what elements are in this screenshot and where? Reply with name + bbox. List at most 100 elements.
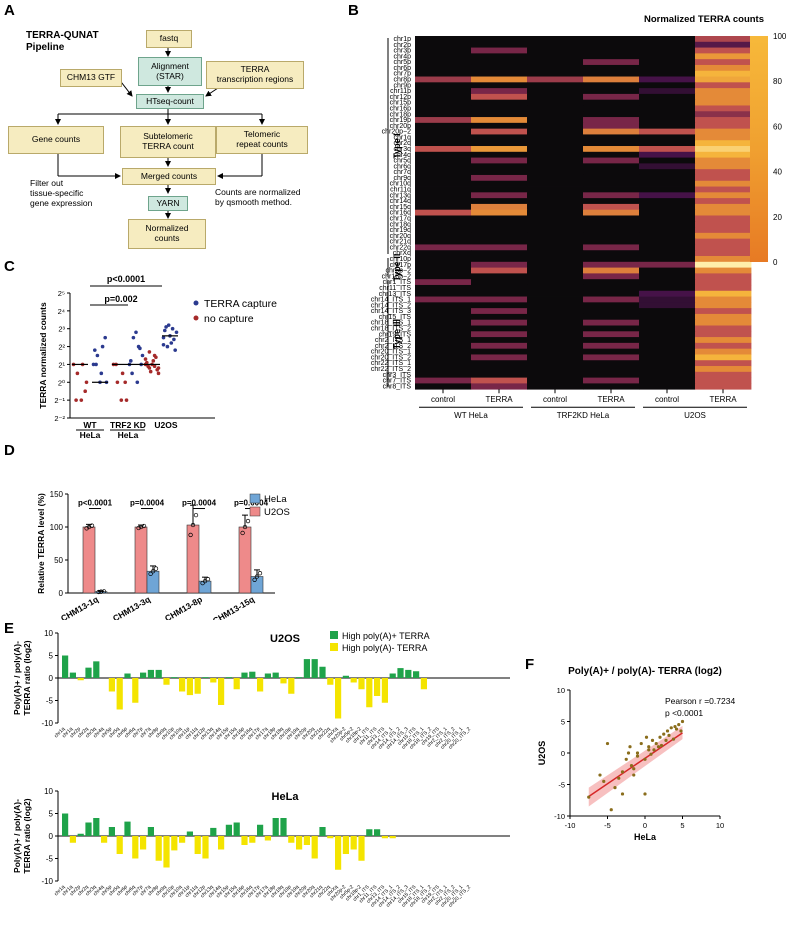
- heatmap-cell: [695, 256, 752, 263]
- e-bar-hela: [296, 836, 303, 850]
- heatmap-cell: [527, 64, 584, 72]
- heatmap-cell: [415, 192, 472, 199]
- heatmap-cell: [527, 308, 584, 315]
- heatmap-cell: [583, 360, 640, 367]
- heatmap-cell: [527, 256, 584, 263]
- heatmap-cell: [583, 174, 640, 182]
- e-bar-u2os: [389, 673, 396, 678]
- c-data-point: [95, 353, 100, 358]
- f-data-point: [628, 745, 632, 749]
- heatmap-cell: [639, 128, 696, 135]
- e-bar-hela: [303, 836, 310, 845]
- c-data-point: [151, 359, 156, 363]
- heatmap-cell: [527, 354, 584, 361]
- heatmap-cell: [527, 140, 584, 147]
- heatmap-cell: [527, 284, 584, 292]
- c-sig-label: p<0.0001: [107, 274, 145, 284]
- heatmap-row-label: chr19_ITS: [379, 331, 412, 338]
- e-bar-u2os: [225, 677, 232, 678]
- heatmap-cell: [695, 174, 752, 182]
- heatmap-row-label: chr5q: [393, 158, 411, 165]
- heatmap-row-label: chr7q: [393, 169, 411, 176]
- e-bar-u2os: [147, 669, 154, 678]
- heatmap-cell: [583, 140, 640, 147]
- c-data-point: [93, 348, 97, 352]
- heatmap-cell: [415, 140, 472, 147]
- e-bar-hela: [257, 824, 264, 836]
- pipeline-arrows: [55, 48, 265, 219]
- colorbar: [750, 36, 768, 262]
- dotplot-chart: 2⁵ 2⁴ 2³ 2² 2¹ 2⁰ 2⁻¹ 2⁻² TERRA normalized count…: [38, 274, 277, 440]
- e-bar-u2os: [327, 678, 334, 685]
- c-data-point: [83, 389, 87, 394]
- heatmap-cell: [471, 366, 528, 373]
- heatmap-cell: [583, 348, 640, 355]
- d-point: [98, 589, 104, 594]
- c-data-point: [120, 371, 125, 376]
- heatmap-row-label: chr5p−2: [386, 268, 412, 275]
- heatmap-cell: [583, 70, 640, 77]
- heatmap-cell: [471, 134, 528, 141]
- heatmap-row-label: chr10q: [390, 181, 412, 188]
- e-bar-u2os: [155, 669, 162, 678]
- c-data-point: [79, 398, 84, 402]
- f-confidence-band: [588, 725, 683, 807]
- heatmap-cell: [695, 122, 752, 130]
- heatmap-cell: [639, 342, 696, 350]
- heatmap-cell: [583, 256, 640, 263]
- heatmap-cell: [527, 337, 584, 344]
- e-bar-hela: [194, 836, 201, 854]
- heatmap-cell: [695, 140, 752, 147]
- heatmap-cell: [639, 105, 696, 112]
- c-y-tick-label: 2⁰: [58, 378, 65, 387]
- heatmap-cell: [471, 238, 528, 245]
- heatmap-cell: [639, 371, 696, 379]
- heatmap-cell: [639, 209, 696, 216]
- f-data-point: [635, 754, 640, 758]
- heatmap-cell: [695, 76, 752, 83]
- f-data-point: [644, 735, 649, 739]
- e-panel-title-hela: HeLa: [272, 791, 300, 803]
- heatmap-cell: [415, 146, 472, 153]
- heatmap-cell: [639, 163, 696, 170]
- heatmap-cell: [639, 227, 696, 234]
- f-data-point: [620, 770, 625, 774]
- f-data-point: [659, 743, 664, 748]
- f-data-point: [649, 752, 653, 756]
- heatmap-cell: [695, 331, 752, 338]
- heatmap-cell: [639, 70, 696, 77]
- heatmap-cell: [471, 198, 528, 205]
- heatmap-cell: [415, 105, 472, 112]
- heatmap-cell: [471, 290, 528, 297]
- e-bar-u2os: [140, 672, 147, 678]
- c-group-label: U2OS: [154, 420, 177, 430]
- e-bar-u2os: [132, 678, 139, 703]
- heatmap-cell: [527, 41, 584, 48]
- heatmap-cell: [639, 36, 696, 43]
- e-bar-hela: [163, 836, 170, 868]
- e-bar-u2os: [163, 678, 170, 685]
- heatmap-row-label: chr10p: [390, 256, 412, 263]
- heatmap-cell: [639, 232, 696, 240]
- heatmap-cell: [527, 273, 584, 280]
- heatmap-row-label: chr13_ITS: [379, 291, 412, 298]
- heatmap-cell: [527, 313, 584, 321]
- heatmap-cell: [639, 383, 696, 390]
- heatmap-cell: [639, 279, 696, 286]
- e-bar-hela: [155, 836, 162, 861]
- heatmap-cell: [471, 244, 528, 251]
- heatmap-cell: [527, 169, 584, 176]
- heatmap-cell: [527, 93, 584, 101]
- heatmap-cell: [471, 261, 528, 268]
- f-data-point: [664, 738, 668, 742]
- heatmap-cell: [695, 53, 752, 60]
- heatmap-row-label: chr22_ITS_2: [371, 366, 411, 373]
- heatmap-row-label: chr22_ITS_1: [371, 360, 411, 367]
- heatmap-cell: [583, 250, 640, 257]
- e-bar-hela: [366, 829, 373, 836]
- d-x-tick-label: CHM13-1q: [59, 594, 100, 620]
- f-y-tick-label: 0: [561, 749, 565, 758]
- e-bar-hela: [350, 836, 357, 850]
- heatmap-cell: [583, 296, 640, 303]
- heatmap-cell: [639, 331, 696, 338]
